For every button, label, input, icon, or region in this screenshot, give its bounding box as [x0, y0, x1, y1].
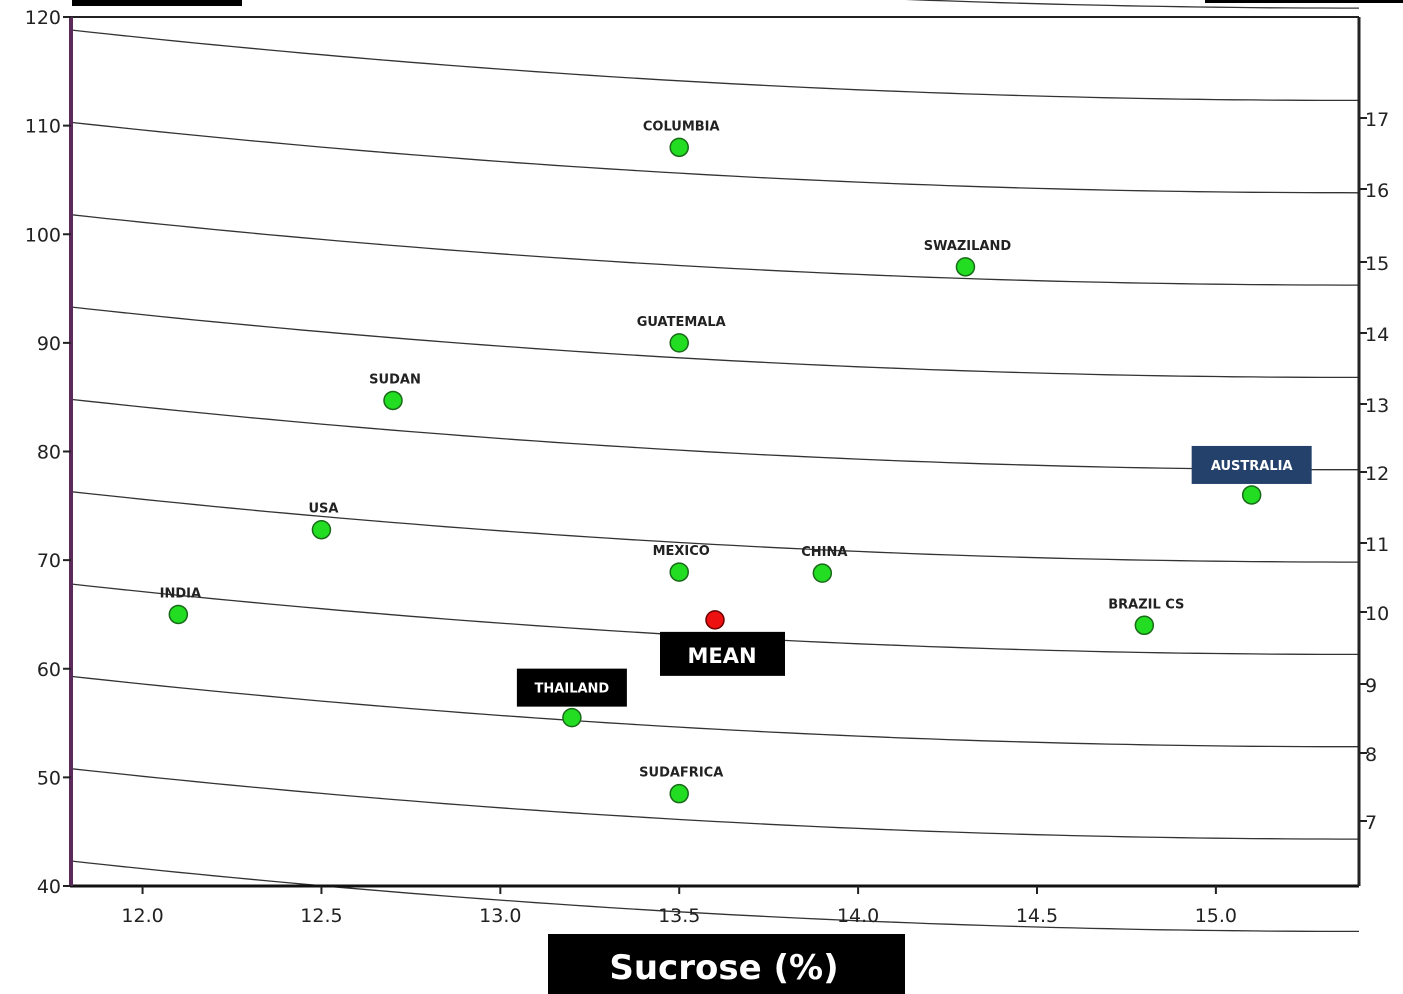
x-tick-label: 13.5 [658, 905, 700, 927]
x-tick-label: 12.5 [300, 905, 342, 927]
contour-lines [70, 0, 1360, 933]
y-tick-label: 100 [25, 224, 61, 246]
contour-line [70, 860, 1359, 933]
contour-line [70, 398, 1359, 471]
y-tick-label: 50 [37, 767, 61, 789]
point-label-sudafrica: SUDAFRICA [639, 766, 723, 781]
right-tick-label: 13 [1365, 395, 1389, 417]
data-point-sudan [383, 390, 403, 411]
right-tick-label: 8 [1365, 744, 1377, 766]
contour-line [70, 768, 1359, 840]
point-label-usa: USA [308, 502, 338, 517]
x-axis-title: Sucrose (%) [609, 948, 838, 988]
mean-point [705, 610, 725, 630]
point-label-thailand: THAILAND [535, 682, 610, 697]
right-tick-label: 12 [1365, 463, 1389, 485]
mean-label: MEAN [687, 644, 756, 668]
data-point-usa [311, 519, 332, 540]
x-tick-label: 14.0 [837, 905, 879, 927]
contour-line [905, 0, 1359, 9]
right-tick-label: 7 [1365, 812, 1377, 834]
x-tick-label: 13.0 [479, 905, 521, 927]
label-box-australia [1191, 445, 1312, 484]
label-box-thailand [516, 668, 627, 707]
point-label-guatemala: GUATEMALA [637, 315, 726, 330]
y-tick-label: 60 [37, 659, 61, 681]
data-points: COLUMBIA SWAZILAND GUATEMALA SUDAN AUSTRALIA… [160, 119, 1312, 804]
point-label-india: INDIA [160, 586, 201, 601]
point-label-australia: AUSTRALIA [1211, 459, 1293, 474]
contour-line [70, 491, 1359, 563]
right-axis-ticks: 7 8 9 10 11 12 13 14 15 16 17 [1359, 109, 1389, 834]
data-point-china [812, 563, 833, 583]
data-point-brazil-cs [1134, 615, 1155, 636]
contour-line [70, 29, 1359, 102]
x-tick-label: 14.5 [1016, 905, 1058, 927]
y-tick-label: 90 [37, 333, 61, 355]
right-tick-label: 15 [1365, 253, 1389, 275]
right-tick-label: 17 [1365, 109, 1389, 131]
point-label-sudan: SUDAN [369, 372, 421, 387]
point-label-mexico: MEXICO [653, 544, 710, 559]
data-point-mexico [669, 562, 689, 582]
data-point-swaziland [955, 257, 976, 277]
right-tick-label: 16 [1365, 180, 1389, 202]
contour-line [70, 675, 1359, 748]
right-tick-label: 14 [1365, 324, 1389, 346]
right-tick-label: 9 [1365, 675, 1377, 697]
y-axis-ticks: 40 50 60 70 80 90 100 110 120 [25, 7, 71, 898]
mean-point-group: MEAN [660, 610, 785, 676]
point-label-brazil-cs: BRAZIL CS [1108, 597, 1184, 612]
right-tick-label: 11 [1365, 534, 1389, 556]
y-tick-label: 110 [25, 116, 61, 138]
contour-line [70, 121, 1360, 194]
y-tick-label: 70 [37, 550, 61, 572]
point-label-swaziland: SWAZILAND [924, 239, 1012, 254]
data-point-guatemala [669, 333, 689, 353]
y-tick-label: 80 [37, 442, 61, 464]
top-right-block [1205, 0, 1403, 3]
y-tick-label: 120 [25, 7, 61, 29]
right-tick-label: 10 [1365, 603, 1389, 625]
mean-label-box [660, 631, 785, 676]
x-axis-title-box [548, 934, 905, 994]
contour-line [70, 214, 1359, 286]
point-label-china: CHINA [801, 545, 847, 560]
point-label-columbia: COLUMBIA [643, 119, 720, 134]
y-tick-label: 40 [37, 876, 61, 898]
data-point-thailand [562, 707, 582, 728]
x-axis-ticks: 12.0 12.5 13.0 13.5 14.0 14.5 15.0 [121, 886, 1237, 927]
data-point-columbia [669, 137, 689, 158]
data-point-australia [1241, 485, 1262, 505]
data-point-india [168, 604, 189, 625]
contour-line [70, 306, 1359, 379]
x-tick-label: 12.0 [121, 905, 163, 927]
data-point-sudafrica [669, 783, 689, 804]
top-left-block [72, 0, 242, 6]
x-tick-label: 15.0 [1195, 905, 1237, 927]
